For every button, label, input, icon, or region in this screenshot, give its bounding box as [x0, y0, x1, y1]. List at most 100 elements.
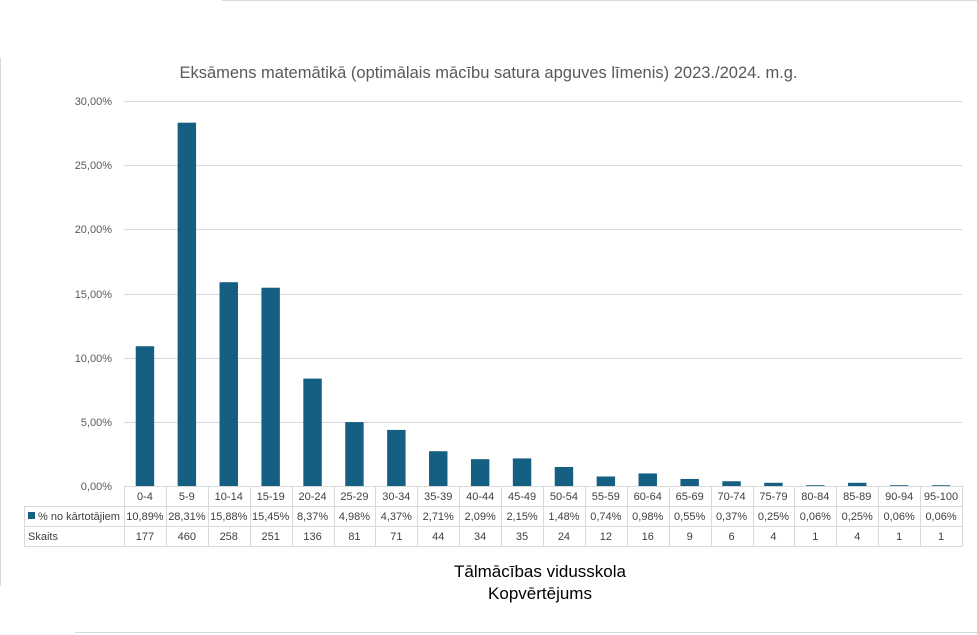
category-label: 10-14	[215, 491, 243, 503]
category-label: 60-64	[634, 491, 662, 503]
bar	[261, 287, 280, 486]
y-tick-label: 25,00%	[75, 160, 113, 172]
bar	[889, 485, 909, 486]
bar	[554, 467, 574, 486]
data-label: 24	[558, 531, 570, 543]
data-label: 136	[303, 531, 321, 543]
bar	[680, 478, 699, 486]
caption-school-name: Tālmācības vidusskola	[454, 562, 626, 581]
category-label: 40-44	[466, 491, 494, 503]
data-label: 0,06%	[925, 511, 956, 523]
category-label: 25-29	[340, 491, 368, 503]
data-label: 0,25%	[842, 511, 873, 523]
chart-title: Eksāmens matemātikā (optimālais mācību s…	[179, 64, 798, 82]
data-label: 1	[938, 531, 944, 543]
bar	[596, 476, 616, 486]
y-tick-label: 15,00%	[75, 289, 113, 301]
bar	[177, 122, 197, 487]
top-border-line	[222, 0, 977, 1]
data-label: 1	[812, 531, 818, 543]
table-row-label: % no kārtotājiem	[38, 511, 120, 523]
left-border-line	[0, 58, 1, 586]
data-label: 16	[642, 531, 654, 543]
y-axis-tick-labels: 0,00% 5,00% 10,00% 15,00% 20,00% 25,00% 30,00%	[75, 96, 113, 493]
data-label: 0,55%	[674, 511, 705, 523]
data-label: 9	[687, 531, 693, 543]
bar	[764, 482, 783, 486]
data-label: 15,88%	[210, 511, 248, 523]
data-label: 0,06%	[884, 511, 915, 523]
category-label: 70-74	[717, 491, 745, 503]
data-label: 71	[390, 531, 402, 543]
data-label: 12	[600, 531, 612, 543]
category-label: 0-4	[137, 491, 153, 503]
y-tick-label: 20,00%	[75, 224, 113, 236]
bar	[931, 485, 951, 486]
data-label: 4,98%	[339, 511, 370, 523]
data-label: 15,45%	[252, 511, 290, 523]
caption-overall: Kopvērtējums	[488, 584, 592, 603]
data-label: 460	[178, 531, 196, 543]
data-label: 4	[854, 531, 860, 543]
y-tick-label: 10,00%	[75, 353, 113, 365]
bar	[848, 482, 867, 486]
y-tick-label: 0,00%	[81, 481, 112, 493]
data-label: 0,37%	[716, 511, 747, 523]
data-label: 1,48%	[548, 511, 579, 523]
bar	[219, 282, 238, 486]
data-label: 35	[516, 531, 528, 543]
data-label: 34	[474, 531, 486, 543]
category-label: 65-69	[676, 491, 704, 503]
bar	[806, 485, 825, 486]
data-label: 0,98%	[632, 511, 663, 523]
bar	[387, 429, 406, 486]
category-label: 75-79	[759, 491, 787, 503]
bars	[135, 122, 951, 487]
gridlines	[124, 101, 962, 423]
data-label: 6	[728, 531, 734, 543]
data-label: 2,09%	[465, 511, 496, 523]
category-label: 20-24	[298, 491, 326, 503]
category-label: 15-19	[257, 491, 285, 503]
data-label: 81	[348, 531, 360, 543]
y-tick-label: 5,00%	[81, 417, 112, 429]
legend-key	[28, 512, 35, 519]
bar	[722, 481, 741, 486]
category-label: 35-39	[424, 491, 452, 503]
data-label: 1	[896, 531, 902, 543]
bar	[429, 451, 448, 486]
data-label: 258	[220, 531, 238, 543]
data-label: 0,74%	[590, 511, 621, 523]
category-label: 30-34	[382, 491, 410, 503]
table-row-label: Skaits	[28, 531, 58, 543]
bottom-border-line	[75, 632, 977, 633]
category-label: 80-84	[801, 491, 829, 503]
bar	[512, 458, 532, 486]
data-label: 0,25%	[758, 511, 789, 523]
y-tick-label: 30,00%	[75, 96, 113, 108]
data-table: 0-4 5-9 10-14 15-19 20-24 25-29 30-34 35-39 40-4…	[24, 486, 963, 547]
data-label: 8,37%	[297, 511, 328, 523]
data-label: 4,37%	[381, 511, 412, 523]
category-label: 55-59	[592, 491, 620, 503]
bar	[470, 459, 490, 486]
data-label: 10,89%	[126, 511, 164, 523]
category-label: 50-54	[550, 491, 578, 503]
data-label: 0,06%	[800, 511, 831, 523]
data-label: 2,15%	[506, 511, 537, 523]
data-label: 44	[432, 531, 444, 543]
category-label: 95-100	[924, 491, 958, 503]
data-label: 251	[261, 531, 279, 543]
bar	[135, 346, 155, 486]
data-label: 28,31%	[168, 511, 206, 523]
category-label: 45-49	[508, 491, 536, 503]
bar	[345, 422, 364, 486]
bar	[638, 473, 657, 486]
category-label: 85-89	[843, 491, 871, 503]
category-label: 90-94	[885, 491, 913, 503]
data-label: 2,71%	[423, 511, 454, 523]
data-label: 177	[136, 531, 154, 543]
bar	[303, 378, 322, 486]
data-label: 4	[770, 531, 776, 543]
